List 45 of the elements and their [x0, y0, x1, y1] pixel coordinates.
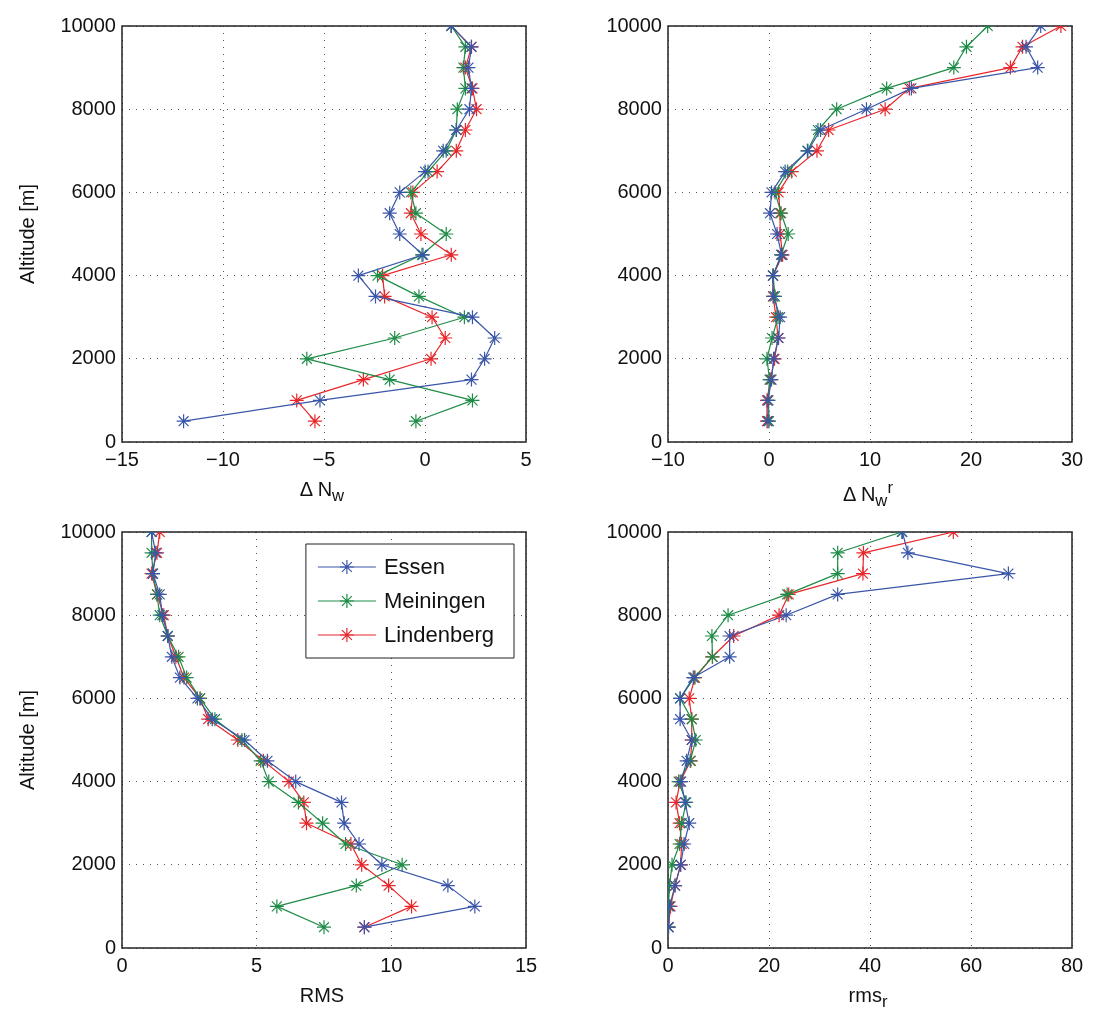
y-tick-label: 8000: [71, 96, 116, 119]
x-tick-label: 5: [520, 447, 532, 470]
x-tick-label: 5: [251, 953, 263, 976]
x-tick-label: 30: [1060, 447, 1084, 470]
x-tick-label: −10: [206, 447, 240, 470]
y-tick-label: 4000: [617, 769, 662, 792]
y-tick-label: 4000: [71, 769, 116, 792]
x-tick-label: 60: [959, 953, 983, 976]
legend-label: Essen: [383, 554, 446, 580]
x-tick-label: −5: [312, 447, 336, 470]
x-tick-label: 10: [380, 953, 403, 976]
y-axis-title: Altitude [m]: [15, 183, 38, 285]
y-tick-label: 4000: [617, 263, 662, 286]
y-tick-label: 8000: [71, 602, 116, 625]
x-tick-label: 80: [1060, 953, 1084, 976]
y-tick-label: 0: [104, 935, 116, 958]
legend-label: Lindenberg: [383, 622, 495, 648]
x-tick-label: 10: [858, 447, 882, 470]
x-axis-title: rms$_{r}$: [847, 984, 889, 1013]
x-tick-label: 40: [858, 953, 882, 976]
legend-label: Meiningen: [383, 588, 486, 614]
x-tick-label: 15: [514, 953, 538, 976]
y-tick-label: 2000: [617, 346, 662, 369]
x-tick-label: 0: [763, 447, 775, 470]
y-tick-label: 8000: [617, 96, 662, 119]
y-tick-label: 2000: [617, 852, 662, 875]
y-tick-label: 6000: [617, 179, 662, 202]
y-tick-label: 2000: [71, 346, 116, 369]
x-axis-title: Δ N$_{w}$: [298, 478, 346, 507]
x-axis-title: RMS: [298, 984, 346, 1008]
y-tick-label: 8000: [617, 602, 662, 625]
y-tick-label: 10000: [60, 13, 116, 36]
x-tick-label: 0: [419, 447, 431, 470]
x-tick-label: 20: [959, 447, 983, 470]
y-tick-label: 0: [650, 935, 662, 958]
y-tick-label: 6000: [617, 685, 662, 708]
y-tick-label: 4000: [71, 263, 116, 286]
y-axis-title: Altitude [m]: [15, 689, 38, 791]
y-tick-label: 6000: [71, 179, 116, 202]
y-tick-label: 10000: [60, 519, 116, 542]
y-tick-label: 6000: [71, 685, 116, 708]
x-tick-label: 20: [757, 953, 781, 976]
y-tick-label: 10000: [606, 519, 662, 542]
y-tick-label: 2000: [71, 852, 116, 875]
y-tick-label: 10000: [606, 13, 662, 36]
